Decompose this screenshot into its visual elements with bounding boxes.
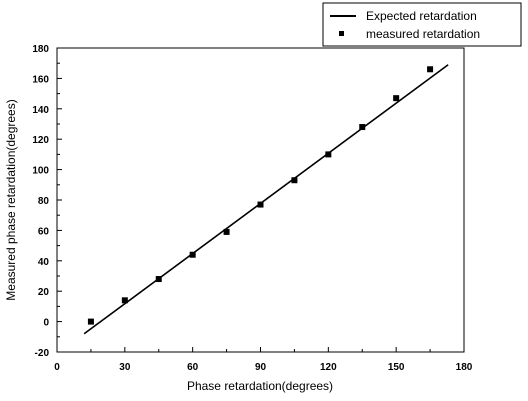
y-axis-title: Measured phase retardation(degrees) [4, 99, 18, 300]
measured-point [189, 251, 196, 258]
measured-point [325, 151, 332, 158]
data-marks [83, 64, 449, 335]
y-tick-label: 120 [32, 135, 49, 146]
legend-box [322, 2, 522, 47]
legend-marker-swatch [339, 31, 344, 36]
measured-point [257, 201, 264, 208]
x-tick-label: 30 [119, 362, 131, 373]
y-tick-label: 160 [32, 74, 49, 85]
measured-point [393, 95, 400, 102]
x-tick-label: 60 [187, 362, 199, 373]
y-tick-label: -20 [35, 348, 50, 359]
x-tick-label: 120 [320, 362, 337, 373]
y-tick-label: 180 [32, 44, 49, 55]
y-tick-label: 100 [32, 166, 49, 177]
x-axis-title: Phase retardation(degrees) [187, 379, 333, 393]
measured-point [427, 66, 434, 73]
y-tick-label: 40 [38, 257, 50, 268]
y-tick-label: 20 [38, 287, 50, 298]
x-tick-label: 0 [54, 362, 60, 373]
measured-point [359, 124, 366, 131]
x-tick-label: 180 [456, 362, 473, 373]
legend-label-measured: measured retardation [366, 27, 480, 41]
legend: Expected retardation measured retardatio… [322, 2, 522, 47]
y-tick-label: 140 [32, 105, 49, 116]
x-tick-label: 90 [255, 362, 267, 373]
axes: 0 30 60 90 120 150 180 -20 0 20 40 60 80 100 120 140 160… [32, 44, 472, 373]
measured-point [155, 276, 162, 283]
y-tick-label: 60 [38, 226, 50, 237]
measured-point [121, 297, 128, 304]
y-tick-label: 0 [43, 318, 49, 329]
y-tick-label: 80 [38, 196, 50, 207]
expected-retardation-line [83, 64, 449, 335]
plot-frame [56, 47, 465, 353]
legend-label-expected: Expected retardation [366, 9, 477, 23]
measured-point [291, 177, 298, 184]
measured-point [223, 228, 230, 235]
x-tick-label: 150 [388, 362, 405, 373]
measured-point [87, 318, 94, 325]
